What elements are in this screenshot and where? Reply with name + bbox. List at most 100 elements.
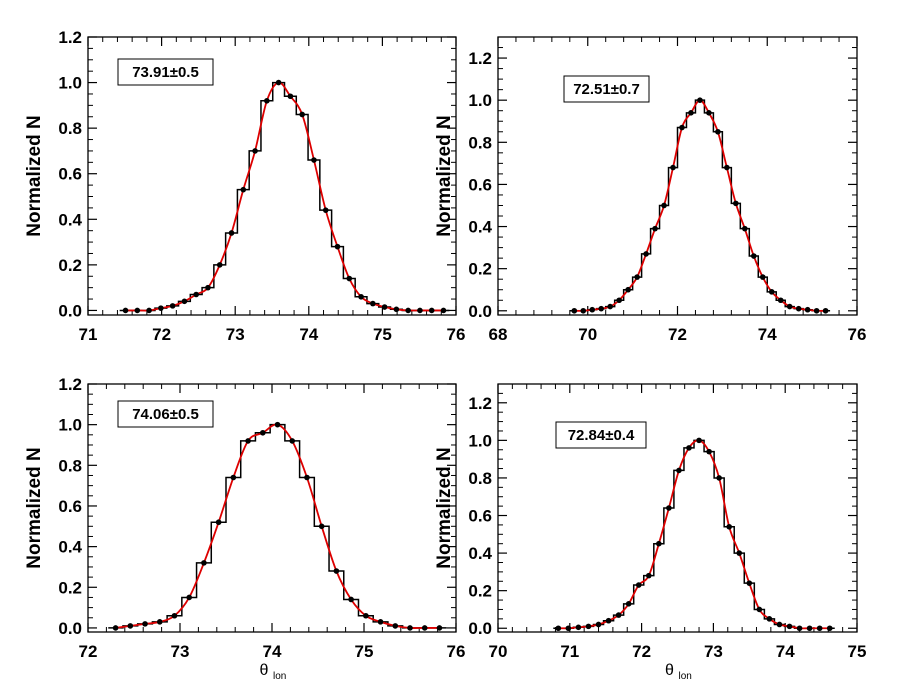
data-point	[595, 621, 602, 628]
data-point	[158, 305, 164, 311]
x-axis-title-subscript: lon	[679, 671, 692, 682]
data-point	[370, 300, 376, 307]
y-tick-label: 0.0	[58, 619, 82, 638]
y-axis-title: Normalized N	[434, 115, 455, 236]
chart-panel-3: 72 73 74 75 76 0.0 0.2 0.4 0.6 0.8 1.0 1.2 Normalize…	[24, 375, 465, 682]
data-point	[670, 164, 676, 171]
data-point	[436, 625, 443, 631]
x-tick-label: 72	[668, 325, 687, 344]
data-point	[322, 207, 329, 213]
data-point	[661, 202, 667, 209]
y-tick-label: 0.6	[58, 497, 82, 516]
histogram-steps	[119, 81, 450, 312]
fit-curve	[574, 99, 826, 312]
x-tick-label: 71	[79, 325, 98, 344]
data-point	[666, 505, 672, 511]
data-point	[142, 621, 148, 627]
x-tick-label: 70	[578, 325, 597, 344]
y-tick-label: 0.8	[468, 469, 492, 488]
y-tick-label: 0.2	[58, 578, 82, 597]
data-point	[816, 625, 823, 632]
x-tick-label: 76	[447, 642, 466, 661]
data-point	[715, 128, 721, 135]
data-point	[571, 307, 578, 314]
data-layer	[108, 421, 447, 631]
y-tick-label: 0.4	[468, 544, 492, 563]
data-point	[589, 306, 596, 313]
data-point	[216, 262, 223, 268]
data-point	[392, 623, 399, 629]
data-point	[304, 474, 310, 481]
data-point	[688, 110, 694, 116]
data-point	[186, 594, 192, 601]
annotation-text: 72.84±0.4	[568, 427, 635, 444]
annotation-box	[563, 75, 650, 103]
y-tick-label: 1.2	[468, 394, 492, 413]
y-tick-label: 1.0	[468, 91, 492, 110]
x-tick-label: 74	[299, 325, 318, 344]
data-point	[169, 303, 176, 309]
data-point	[643, 251, 649, 257]
annotation-box	[117, 400, 214, 428]
plot-frame	[497, 36, 858, 316]
x-tick-label: 76	[447, 325, 466, 344]
data-point	[615, 612, 622, 618]
x-tick-label: 76	[848, 325, 867, 344]
plot-frame	[497, 383, 858, 633]
data-point	[813, 307, 820, 314]
data-point	[428, 307, 435, 314]
data-point	[201, 560, 207, 566]
data-layer	[553, 437, 835, 632]
y-tick-label: 0.0	[468, 619, 492, 638]
x-axis-title: θ	[260, 662, 269, 679]
data-point	[156, 619, 163, 625]
data-point	[333, 568, 340, 574]
data-point	[605, 617, 612, 624]
x-tick-label: 72	[79, 642, 98, 661]
data-point	[776, 621, 783, 628]
data-point	[733, 200, 739, 207]
data-point	[716, 475, 722, 481]
data-point	[679, 124, 685, 131]
data-point	[193, 291, 199, 298]
data-point	[706, 110, 712, 116]
y-tick-label: 0.0	[468, 302, 492, 321]
data-point	[645, 572, 652, 579]
data-point	[440, 307, 447, 314]
data-point	[652, 225, 658, 232]
data-point	[407, 625, 413, 631]
data-point	[289, 438, 296, 444]
data-point	[616, 297, 622, 304]
data-point	[736, 550, 743, 556]
y-tick-label: 0.6	[468, 175, 492, 194]
x-tick-label: 73	[226, 325, 245, 344]
x-tick-label: 75	[373, 325, 392, 344]
data-point	[146, 307, 152, 314]
y-tick-label: 0.4	[468, 218, 492, 237]
x-axis-title: θ	[665, 662, 674, 679]
x-tick-label: 73	[171, 642, 190, 661]
annotation-text: 72.51±0.7	[573, 81, 640, 98]
y-tick-label: 1.2	[468, 49, 492, 68]
data-point	[766, 616, 773, 622]
data-point	[381, 304, 388, 310]
x-tick-label: 73	[704, 642, 723, 661]
data-point	[585, 623, 592, 630]
data-point	[228, 230, 235, 236]
data-point	[759, 274, 766, 280]
data-point	[274, 421, 281, 428]
y-tick-label: 1.0	[58, 74, 82, 93]
data-point	[127, 623, 134, 629]
data-point	[205, 284, 211, 291]
x-tick-label: 68	[489, 325, 508, 344]
x-tick-label: 71	[560, 642, 579, 661]
data-point	[287, 93, 294, 100]
data-point	[625, 286, 631, 293]
y-tick-label: 0.6	[468, 507, 492, 526]
data-point	[726, 523, 732, 530]
data-point	[181, 298, 188, 305]
data-point	[240, 186, 247, 193]
x-tick-label: 74	[263, 642, 282, 661]
data-point	[795, 305, 802, 312]
